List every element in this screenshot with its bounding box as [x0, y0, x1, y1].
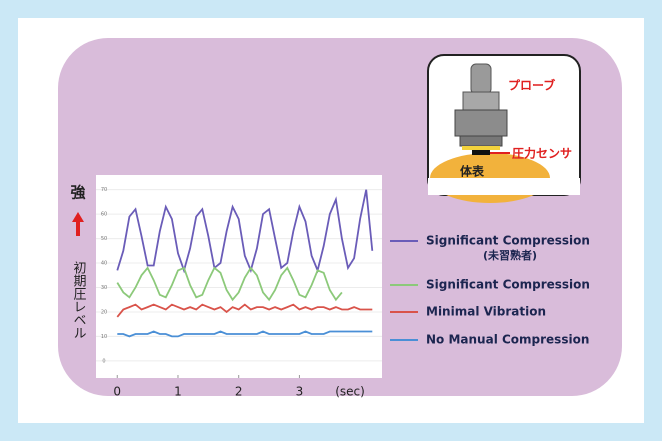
mask: [428, 178, 580, 195]
surface-label: 体表: [460, 164, 485, 179]
figure: プローブ 圧力センサ 体表 強 初期圧レベル 0 10 20 30 40 50 60 70 0 1…: [0, 0, 662, 441]
y-tick-label: 10: [101, 334, 107, 340]
x-tick-label: 1: [174, 385, 182, 399]
page: {"chart_data": {"type": "line", "y_label…: [0, 0, 662, 441]
x-unit-label: (sec): [335, 385, 365, 399]
y-tick-label: 40: [101, 261, 107, 267]
probe-cable: [471, 64, 491, 94]
legend-label: Significant Compression: [426, 278, 590, 292]
legend-label: Significant Compression: [426, 234, 590, 248]
sensor-label: 圧力センサ: [512, 146, 572, 161]
x-tick-label: 3: [296, 385, 304, 399]
y-tick-label: 0: [102, 358, 105, 364]
probe-label: プローブ: [508, 78, 555, 93]
y-tick-label: 30: [101, 285, 107, 291]
x-tick-label: 0: [113, 385, 121, 399]
probe-neck: [463, 92, 499, 112]
plot-area: [96, 175, 382, 378]
y-tick-label: 50: [101, 236, 107, 242]
y-tick-label: 20: [101, 309, 107, 315]
legend-note: (未習熟者): [483, 248, 537, 262]
y-label-top: 強: [70, 184, 85, 202]
probe-head: [460, 136, 502, 146]
x-tick-label: 2: [235, 385, 243, 399]
probe-body: [455, 110, 507, 136]
y-tick-label: 70: [101, 187, 107, 193]
legend-label: Minimal Vibration: [426, 305, 546, 319]
legend-label: No Manual Compression: [426, 333, 589, 347]
y-label: 初期圧レベル: [71, 261, 87, 339]
sensor: [472, 150, 490, 155]
probe-tip: [462, 146, 500, 150]
y-tick-label: 60: [101, 212, 107, 218]
